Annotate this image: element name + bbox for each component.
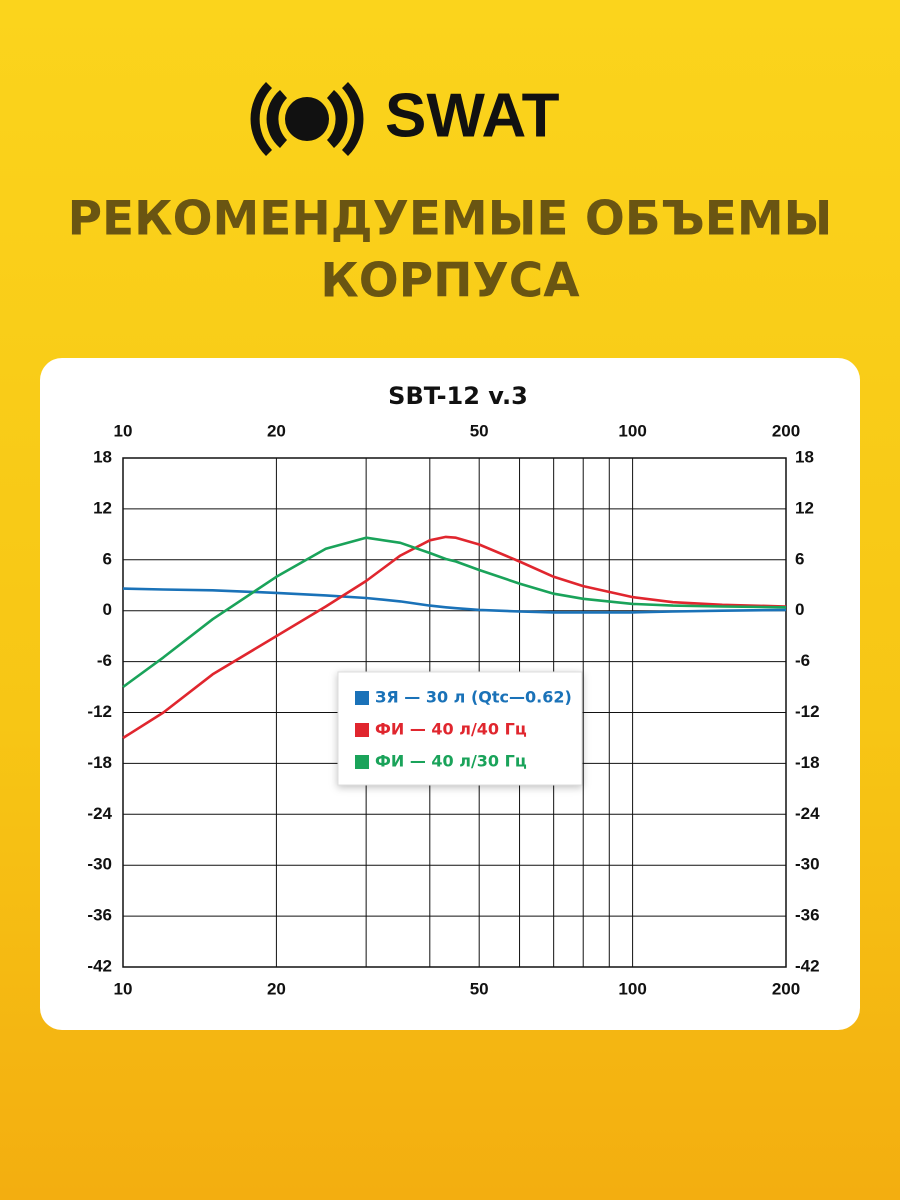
y-tick-label: -24: [87, 804, 112, 823]
series-line: [122, 535, 787, 740]
y-tick-label: 6: [103, 549, 112, 568]
y-tick-label: -18: [87, 753, 112, 772]
y2-tick-label: -12: [795, 702, 820, 721]
y-tick-label: -36: [87, 906, 112, 925]
y2-tick-label: 18: [795, 447, 814, 466]
legend-box: [337, 671, 583, 786]
x-tick-label: 20: [267, 421, 286, 440]
y2-tick-label: -24: [795, 804, 820, 823]
legend-label: ЗЯ — 30 л (Qtc—0.62): [375, 688, 572, 707]
y-tick-label: -30: [87, 855, 112, 874]
x-tick-label: 200: [772, 979, 800, 998]
series-line: [122, 536, 787, 689]
legend-swatch: [355, 723, 369, 737]
x-tick-label: 200: [772, 421, 800, 440]
legend-swatch: [355, 755, 369, 769]
legend-swatch: [355, 691, 369, 705]
x-tick-label: 10: [114, 979, 133, 998]
x-tick-label: 10: [114, 421, 133, 440]
legend-label: ФИ — 40 л/40 Гц: [375, 720, 527, 739]
x-tick-label: 100: [618, 421, 646, 440]
plot: -42 -42 -36 -36 -30 -30 -24 -24 -18 -18 -12 -12 -6 -6…: [87, 421, 820, 998]
chart-title: SBT-12 v.3: [388, 382, 528, 410]
y2-tick-label: -6: [795, 651, 810, 670]
y2-tick-label: 12: [795, 498, 814, 517]
y-tick-label: 12: [93, 498, 112, 517]
y-tick-label: -12: [87, 702, 112, 721]
y-tick-label: 18: [93, 447, 112, 466]
y2-tick-label: -36: [795, 906, 820, 925]
y2-tick-label: -18: [795, 753, 820, 772]
headline: КОРПУСА: [320, 254, 580, 309]
logo-icon: [250, 82, 364, 156]
x-tick-label: 50: [470, 421, 489, 440]
y2-tick-label: 0: [795, 600, 804, 619]
y2-tick-label: 6: [795, 549, 804, 568]
headline: РЕКОМЕНДУЕМЫЕ ОБЪЕМЫ: [68, 192, 833, 247]
legend-label: ФИ — 40 л/30 Гц: [375, 752, 527, 771]
logo-text: SWAT: [385, 81, 560, 150]
x-tick-label: 20: [267, 979, 286, 998]
y2-tick-label: -42: [795, 956, 820, 975]
legend: ЗЯ — 30 л (Qtc—0.62) ФИ — 40 л/40 Гц ФИ — …: [337, 671, 583, 786]
x-tick-label: 50: [470, 979, 489, 998]
y2-tick-label: -30: [795, 855, 820, 874]
y-tick-label: -42: [87, 956, 112, 975]
y-tick-label: 0: [103, 600, 112, 619]
series-line: [122, 587, 787, 614]
x-tick-label: 100: [618, 979, 646, 998]
y-tick-label: -6: [97, 651, 112, 670]
